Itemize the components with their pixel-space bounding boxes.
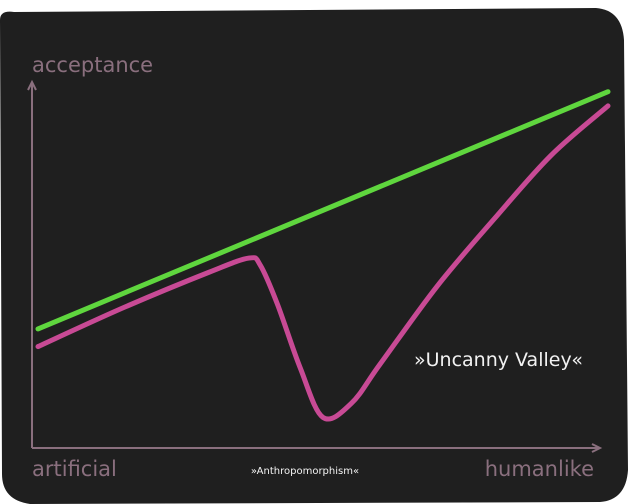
x-axis-start-label: artificial (32, 457, 117, 481)
x-axis-arrow (591, 443, 603, 453)
y-axis-arrow (27, 79, 37, 91)
x-axis-caption: »Anthropomorphism« (251, 466, 359, 477)
chart-background (0, 8, 628, 504)
axes (27, 79, 603, 453)
x-axis-end-label: humanlike (485, 457, 594, 481)
series-line-1 (35, 89, 611, 332)
series-layer (35, 89, 611, 422)
y-axis-label: acceptance (32, 53, 153, 77)
series-line-2 (35, 103, 611, 422)
uncanny-valley-annotation: »Uncanny Valley« (414, 349, 583, 371)
